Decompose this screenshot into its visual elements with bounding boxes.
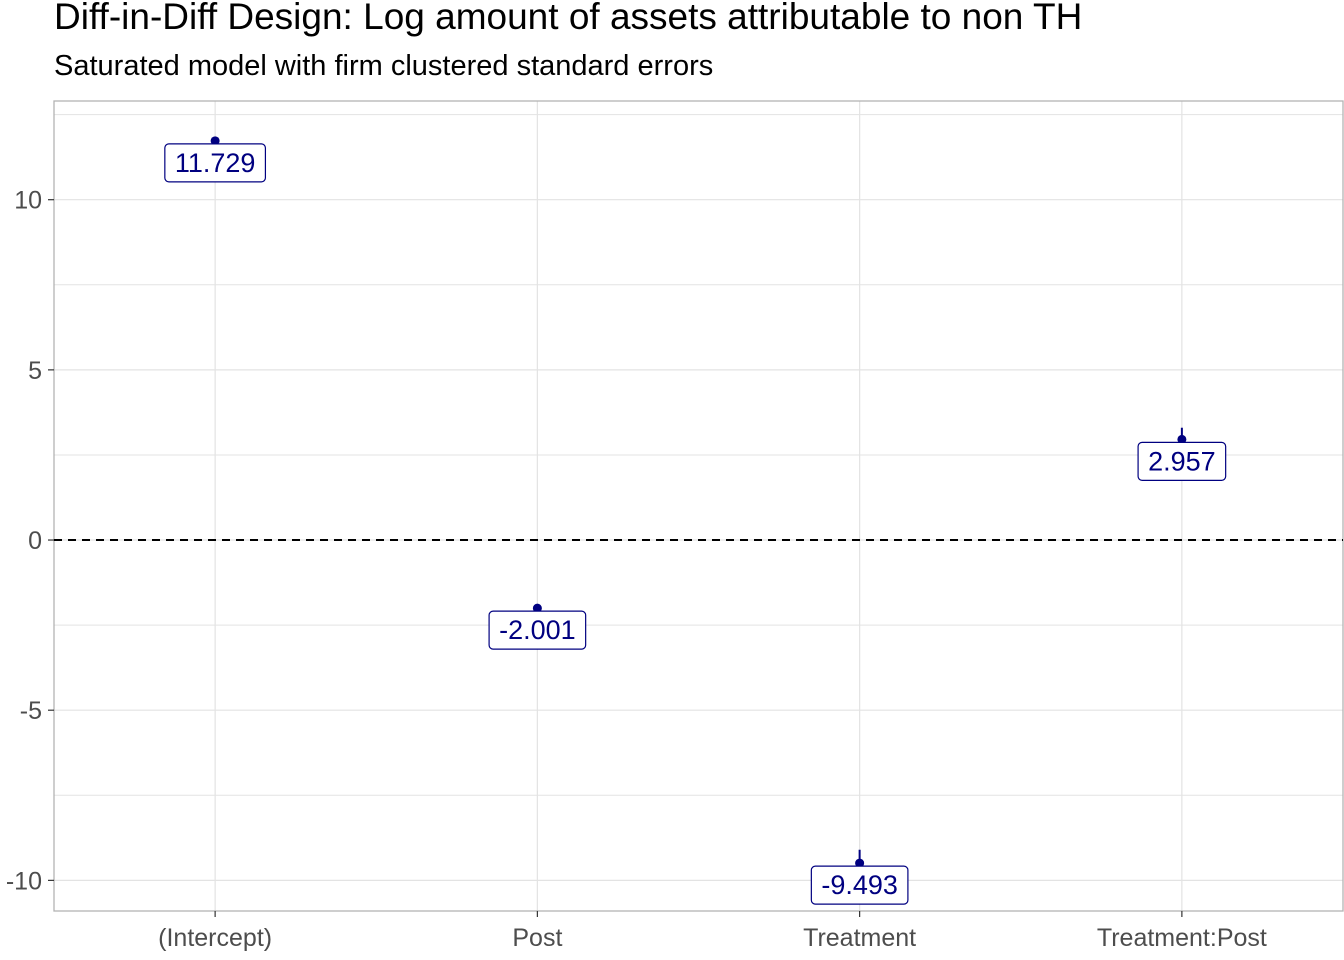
y-tick-label: -5 <box>20 697 42 725</box>
x-tick-label: Post <box>512 924 562 952</box>
data-label: -9.493 <box>821 870 898 900</box>
panel-border <box>53 100 1344 912</box>
data-label: -2.001 <box>499 615 576 645</box>
data-label-box <box>164 143 267 183</box>
y-tick-label: 10 <box>14 187 42 215</box>
data-point <box>210 136 220 146</box>
data-label-box <box>488 610 587 650</box>
data-point <box>532 603 542 613</box>
data-point <box>855 858 865 868</box>
x-tick-label: Treatment:Post <box>1097 924 1267 952</box>
data-label: 11.729 <box>175 148 256 178</box>
chart-title: Diff-in-Diff Design: Log amount of asset… <box>54 0 1083 37</box>
data-label-box <box>1137 441 1227 481</box>
y-tick-label: 5 <box>28 357 42 385</box>
x-tick-label: Treatment <box>803 924 916 952</box>
y-tick-label: -10 <box>6 867 42 895</box>
chart-subtitle: Saturated model with firm clustered stan… <box>54 50 714 82</box>
data-label: 2.957 <box>1148 446 1216 476</box>
data-label-box <box>810 865 909 905</box>
x-tick-label: (Intercept) <box>158 924 272 952</box>
data-point <box>1177 434 1187 444</box>
y-tick-label: 0 <box>28 527 42 555</box>
